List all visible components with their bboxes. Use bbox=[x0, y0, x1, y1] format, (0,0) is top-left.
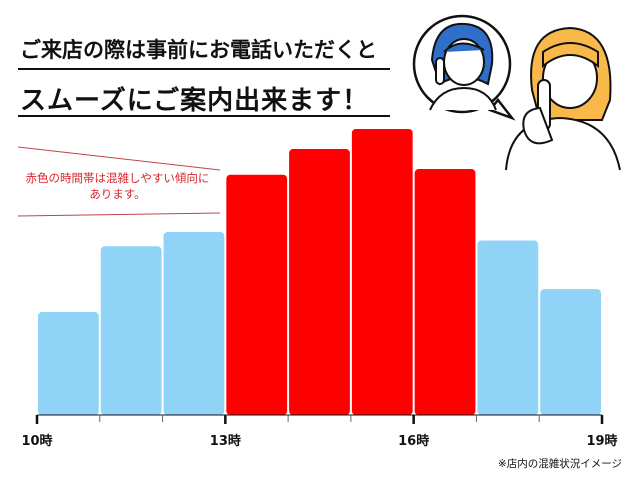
x-tick-label: 19時 bbox=[586, 433, 617, 449]
bar-15時 bbox=[351, 129, 413, 415]
busy-note-line-1: 赤色の時間帯は混雑しやすい傾向に bbox=[25, 171, 210, 185]
headline-line-1: ご来店の際は事前にお電話いただくと bbox=[20, 38, 377, 62]
bar-12時 bbox=[163, 231, 225, 415]
bar-11時 bbox=[100, 246, 162, 415]
bar-14時 bbox=[289, 149, 350, 415]
bar-13時 bbox=[226, 174, 288, 415]
x-tick-label: 10時 bbox=[21, 433, 52, 449]
busy-note: 赤色の時間帯は混雑しやすい傾向に あります。 bbox=[15, 170, 220, 202]
bar-17時 bbox=[477, 240, 539, 415]
busy-note-line-2: あります。 bbox=[89, 187, 146, 201]
x-tick-label: 16時 bbox=[398, 433, 429, 449]
bar-16時 bbox=[414, 169, 476, 415]
x-tick-label: 13時 bbox=[210, 433, 241, 449]
headline-line-2: スムーズにご案内出来ます！ bbox=[20, 86, 370, 116]
staff-on-phone-icon bbox=[412, 14, 516, 121]
bar-18時 bbox=[540, 289, 601, 415]
customer-on-phone-icon bbox=[505, 26, 621, 171]
footnote: ※店内の混雑状況イメージ bbox=[497, 458, 622, 470]
note-line-bottom bbox=[17, 212, 221, 217]
divider bbox=[18, 68, 390, 70]
note-line-top bbox=[17, 146, 221, 171]
divider bbox=[18, 115, 390, 117]
bar-10時 bbox=[38, 312, 99, 415]
